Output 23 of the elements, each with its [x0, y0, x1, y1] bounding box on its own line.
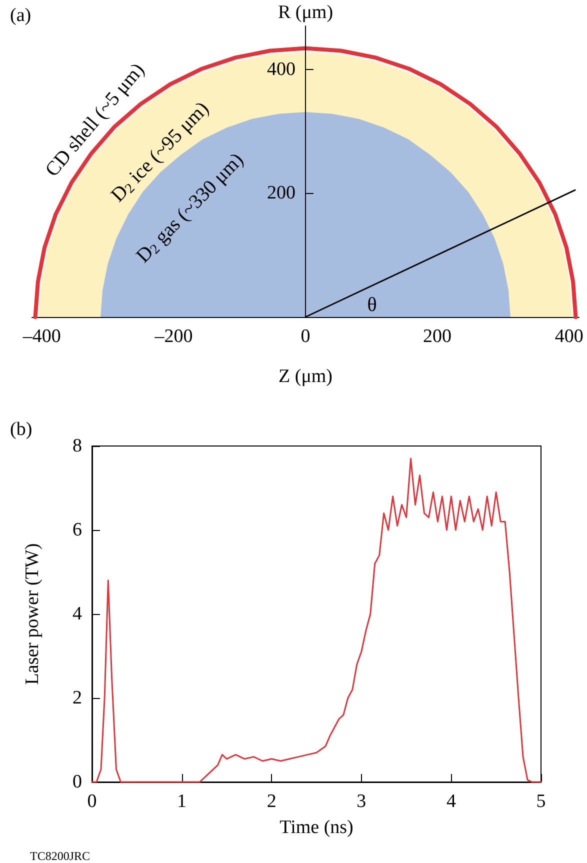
- x-tick-label: –200: [154, 326, 193, 347]
- annotation: θ: [367, 294, 377, 316]
- x-tick-label: 1: [177, 791, 187, 812]
- x-tick-label: 400: [554, 326, 584, 347]
- y-tick-label: 4: [72, 604, 82, 624]
- x-axis-title: Z (μm): [278, 366, 332, 387]
- x-tick-label: 0: [87, 791, 97, 812]
- y-tick-label: 0: [72, 772, 82, 792]
- y-axis-title: R (μm): [278, 2, 334, 23]
- x-tick-label: –400: [22, 326, 61, 347]
- chart-title: (b): [10, 419, 32, 440]
- y-tick-label: 2: [72, 688, 82, 708]
- x-tick-label: 4: [446, 791, 456, 812]
- x-tick-label: 3: [356, 791, 366, 812]
- x-tick-label: 0: [300, 326, 310, 347]
- text: TC8200JRC: [30, 849, 90, 863]
- x-tick-label: 200: [423, 326, 452, 347]
- y-tick-label: 6: [72, 520, 82, 540]
- x-tick-label: 5: [536, 791, 546, 812]
- x-axis-title: Time (ns): [280, 817, 354, 838]
- y-tick-label: 8: [72, 436, 82, 456]
- chart-title: (a): [10, 5, 32, 26]
- y-axis-title: Laser power (TW): [22, 543, 43, 685]
